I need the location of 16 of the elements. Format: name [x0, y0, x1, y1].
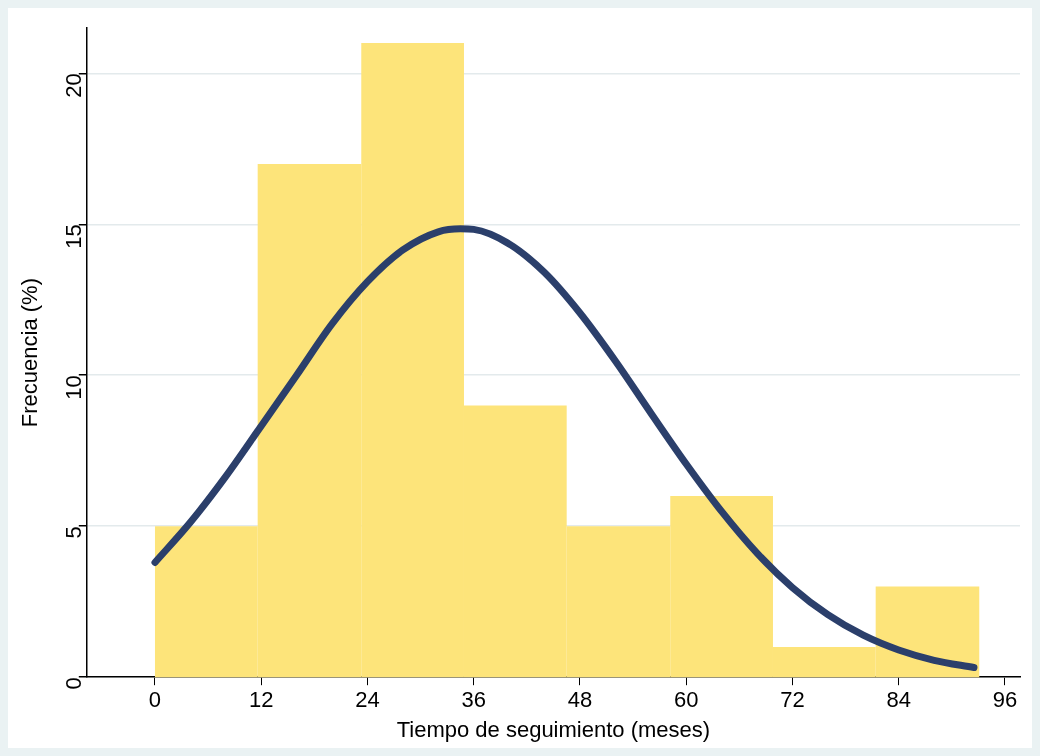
y-tick-label: 0 [60, 677, 86, 690]
y-tick-label: 15 [60, 224, 86, 249]
x-tick-label: 12 [248, 687, 274, 713]
x-tick-label: 60 [673, 687, 699, 713]
x-tick-label: 0 [148, 687, 162, 713]
x-tick-label: 72 [780, 687, 805, 713]
x-axis-title: Tiempo de seguimiento (meses) [396, 716, 711, 742]
x-tick-label: 24 [355, 687, 380, 713]
x-tick-label: 96 [992, 687, 1018, 713]
y-axis-title: Frecuencia (%) [17, 278, 43, 428]
x-tick-label: 36 [461, 687, 486, 713]
x-tick-label: 48 [567, 687, 593, 713]
y-tick-label: 10 [60, 375, 86, 400]
x-tick-label: 84 [886, 687, 911, 713]
y-tick-label: 20 [60, 73, 86, 98]
y-tick-label: 5 [60, 526, 86, 539]
